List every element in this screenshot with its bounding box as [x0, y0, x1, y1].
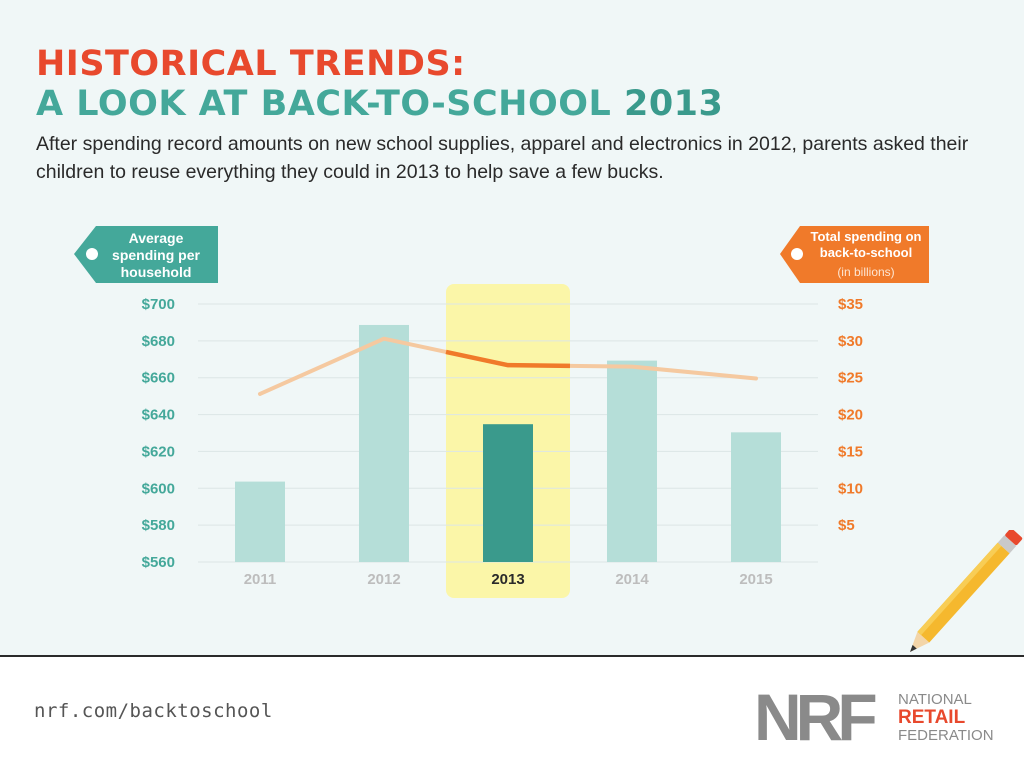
- y-right-tick-label: $35: [838, 296, 863, 313]
- right-axis-tag-hole: [791, 248, 803, 260]
- x-tick-label: 2011: [244, 571, 277, 588]
- y-left-tick-label: $640: [142, 407, 175, 424]
- bar: [359, 324, 409, 562]
- logo-letters: NRF: [754, 688, 875, 744]
- y-left-tick-label: $560: [142, 554, 175, 571]
- title-line-1: HISTORICAL TRENDS:: [36, 44, 466, 84]
- left-axis-tag: [74, 226, 218, 283]
- bar: [607, 360, 657, 562]
- y-right-tick-label: $5: [838, 517, 855, 534]
- y-left-tick-label: $680: [142, 333, 175, 350]
- nrf-logo: NRF NATIONAL RETAIL FEDERATION: [754, 688, 994, 744]
- y-left-tick-label: $600: [142, 480, 175, 497]
- y-left-axis-label: spending per: [112, 247, 200, 263]
- footer-link[interactable]: nrf.com/backtoschool: [34, 700, 273, 722]
- y-right-tick-label: $10: [838, 480, 863, 497]
- y-right-tick-label: $15: [838, 443, 863, 460]
- x-tick-label: 2015: [739, 571, 772, 588]
- title-line-2: A LOOK AT BACK-TO-SCHOOL 2013: [36, 84, 723, 124]
- left-axis-tag-hole: [86, 248, 98, 260]
- y-right-tick-label: $25: [838, 370, 863, 387]
- logo-line-2: RETAIL: [898, 707, 966, 728]
- highlight-line-segment: [445, 349, 571, 369]
- y-right-axis-label: back-to-school: [820, 245, 912, 260]
- pencil-lead: [910, 644, 917, 652]
- pencil-eraser: [1005, 530, 1023, 546]
- logo-line-3: FEDERATION: [898, 727, 994, 744]
- logo-line-1: NATIONAL: [898, 691, 972, 708]
- bar: [731, 432, 781, 562]
- pencil-highlight: [917, 542, 1002, 636]
- y-right-axis-sublabel: (in billions): [837, 265, 894, 279]
- pencil-ferrule: [997, 535, 1017, 554]
- pencil-illustration: [910, 530, 1023, 652]
- y-right-tick-label: $30: [838, 333, 863, 350]
- bar: [235, 481, 285, 562]
- y-right-tick-label: $20: [838, 407, 863, 424]
- y-left-tick-label: $700: [142, 296, 175, 313]
- y-left-tick-label: $660: [142, 370, 175, 387]
- y-left-axis-label: Average: [129, 230, 184, 246]
- bar: [483, 424, 533, 562]
- chart: $700 $680 $660 $640 $620 $600 $580 $560 $35 $30 $2…: [74, 226, 929, 598]
- title-text: A LOOK AT BACK-TO-SCHOOL: [36, 84, 612, 124]
- y-left-tick-label: $620: [142, 443, 175, 460]
- right-axis-tag: [780, 226, 929, 283]
- subtitle: After spending record amounts on new sch…: [36, 133, 969, 183]
- y-left-axis-label: household: [121, 264, 192, 280]
- y-left-tick-label: $580: [142, 517, 175, 534]
- pencil-body: [917, 542, 1010, 643]
- x-tick-label: 2012: [367, 571, 400, 588]
- x-tick-label: 2014: [615, 571, 649, 588]
- x-tick-label: 2013: [491, 571, 524, 588]
- title-year: 2013: [623, 84, 724, 124]
- y-right-axis-label: Total spending on: [811, 229, 922, 244]
